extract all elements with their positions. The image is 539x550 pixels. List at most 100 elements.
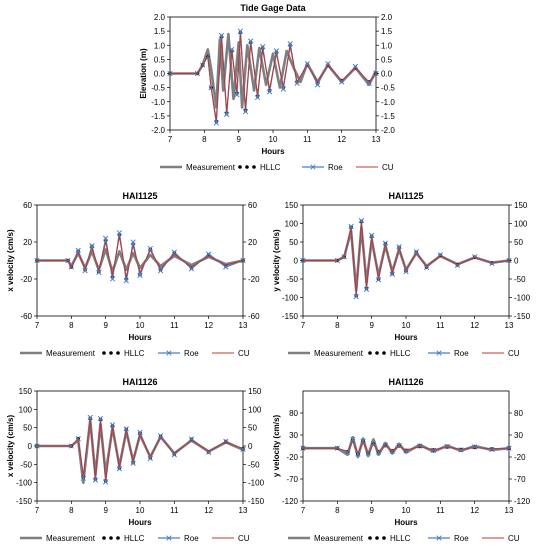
- x-tick-label: 12: [337, 135, 346, 144]
- y-tick-label-left: -50: [20, 460, 32, 469]
- legend-label: Measurement: [314, 534, 364, 543]
- y-tick-label-right: 2.0: [381, 13, 393, 22]
- x-tick-label: 10: [402, 506, 411, 515]
- x-tick-label: 7: [35, 321, 40, 330]
- series-point-roe: [223, 264, 229, 270]
- y-tick-label-right: 0: [248, 442, 253, 451]
- x-tick-label: 11: [170, 506, 179, 515]
- series-point-roe: [237, 28, 244, 34]
- legend-entry-measurement: Measurement: [20, 534, 96, 543]
- series-point-roe: [75, 247, 81, 253]
- series-point-roe: [218, 32, 225, 39]
- y-axis-label: x velocity (cm/s): [6, 415, 15, 478]
- legend-marker-hllc: [102, 351, 106, 355]
- series-point-roe: [358, 217, 365, 224]
- y-tick-label-left: 150: [285, 201, 299, 210]
- y-tick-label-right: 50: [248, 424, 257, 433]
- y-tick-label-left: 60: [23, 201, 32, 210]
- y-tick-label-left: 2.0: [154, 13, 166, 22]
- series-point-roe: [242, 108, 249, 115]
- legend-marker-hllc: [375, 351, 379, 355]
- legend-entry-cu: CU: [482, 534, 520, 543]
- series-point-roe: [423, 264, 430, 271]
- legend-marker-roe: [166, 350, 172, 356]
- series-point-roe: [147, 455, 153, 462]
- legend-entry-cu: CU: [482, 349, 520, 358]
- y-tick-label-left: -150: [282, 312, 299, 321]
- legend-marker-hllc: [252, 165, 256, 169]
- legend-marker-hllc: [116, 351, 120, 355]
- x-tick-label: 8: [335, 321, 340, 330]
- x-tick-label: 9: [103, 321, 108, 330]
- series-point-roe: [234, 92, 240, 98]
- series-point-roe: [396, 244, 402, 250]
- y-tick-label-right: 50: [514, 238, 523, 247]
- y-tick-label-right: 1.0: [381, 41, 393, 50]
- x-axis-label: Hours: [128, 518, 152, 527]
- series-point-roe: [280, 86, 286, 92]
- y-axis-label: Elevation (m): [139, 48, 148, 99]
- y-tick-label-left: 20: [23, 238, 32, 247]
- x-tick-label: 7: [301, 506, 306, 515]
- legend-label: CU: [382, 163, 394, 172]
- series-point-roe: [382, 240, 389, 246]
- legend-entry-roe: Roe: [428, 534, 469, 543]
- legend-label: CU: [238, 349, 250, 358]
- x-tick-label: 11: [436, 321, 445, 330]
- y-tick-label-left: -20: [286, 453, 298, 462]
- series-point-roe: [413, 248, 419, 255]
- y-tick-label-left: 1.5: [154, 27, 166, 36]
- series-point-roe: [260, 44, 266, 50]
- y-tick-label-right: -1.5: [381, 112, 395, 121]
- y-tick-label-right: 0.0: [381, 70, 393, 79]
- y-tick-label-left: 1.0: [154, 41, 166, 50]
- legend-marker-roe: [166, 535, 172, 541]
- x-tick-label: 10: [269, 135, 278, 144]
- series-point-roe: [137, 272, 143, 278]
- legend-marker-roe: [310, 164, 316, 170]
- legend-entry-roe: Roe: [428, 349, 469, 358]
- chart-panel-1: Tide Gage Data 7 8 9 10 11 12 13 Hours 2.0 1.5 1.0 0…: [139, 3, 395, 172]
- legend-label: HLLC: [124, 349, 145, 358]
- series-point-roe: [375, 277, 382, 283]
- legend-label: Roe: [184, 349, 199, 358]
- legend-label: HLLC: [390, 349, 411, 358]
- series-point-roe: [103, 235, 109, 241]
- y-tick-label-left: -100: [282, 294, 299, 303]
- legend-entry-measurement: Measurement: [160, 163, 236, 172]
- y-tick-label-right: -50: [514, 275, 526, 284]
- y-tick-label-right: -70: [514, 475, 526, 484]
- y-tick-label-left: 100: [285, 220, 299, 229]
- x-tick-label: 8: [202, 135, 207, 144]
- legend-marker-hllc: [109, 536, 113, 540]
- series-point-roe: [352, 63, 359, 70]
- x-tick-label: 13: [505, 506, 514, 515]
- y-tick-label-left: 100: [19, 405, 33, 414]
- x-tick-label: 13: [372, 135, 381, 144]
- legend-marker-hllc: [238, 165, 242, 169]
- x-tick-label: 8: [335, 506, 340, 515]
- legend-marker-hllc: [375, 536, 379, 540]
- y-tick-label-right: 150: [248, 387, 262, 396]
- y-tick-label-left: 0: [28, 442, 33, 451]
- y-tick-label-right: -100: [248, 479, 265, 488]
- series-point-roe: [348, 223, 354, 230]
- y-tick-label-right: -2.0: [381, 126, 395, 135]
- series-point-roe: [96, 269, 102, 276]
- legend-entry-measurement: Measurement: [20, 349, 96, 358]
- y-axis-label: y velocity (cm/s): [272, 229, 281, 292]
- legend-marker-hllc: [109, 351, 113, 355]
- y-tick-label-right: -20: [514, 453, 526, 462]
- x-tick-label: 9: [369, 321, 374, 330]
- legend-entry-hllc: HLLC: [368, 534, 411, 543]
- x-tick-label: 13: [505, 321, 514, 330]
- series-point-roe: [223, 111, 230, 118]
- y-tick-label-left: -100: [16, 479, 33, 488]
- x-axis-label: Hours: [394, 333, 418, 342]
- y-tick-label-right: -120: [514, 497, 531, 506]
- x-tick-label: 13: [239, 321, 248, 330]
- y-tick-label-left: 80: [289, 409, 298, 418]
- x-tick-label: 7: [301, 321, 306, 330]
- series-point-roe: [363, 286, 370, 293]
